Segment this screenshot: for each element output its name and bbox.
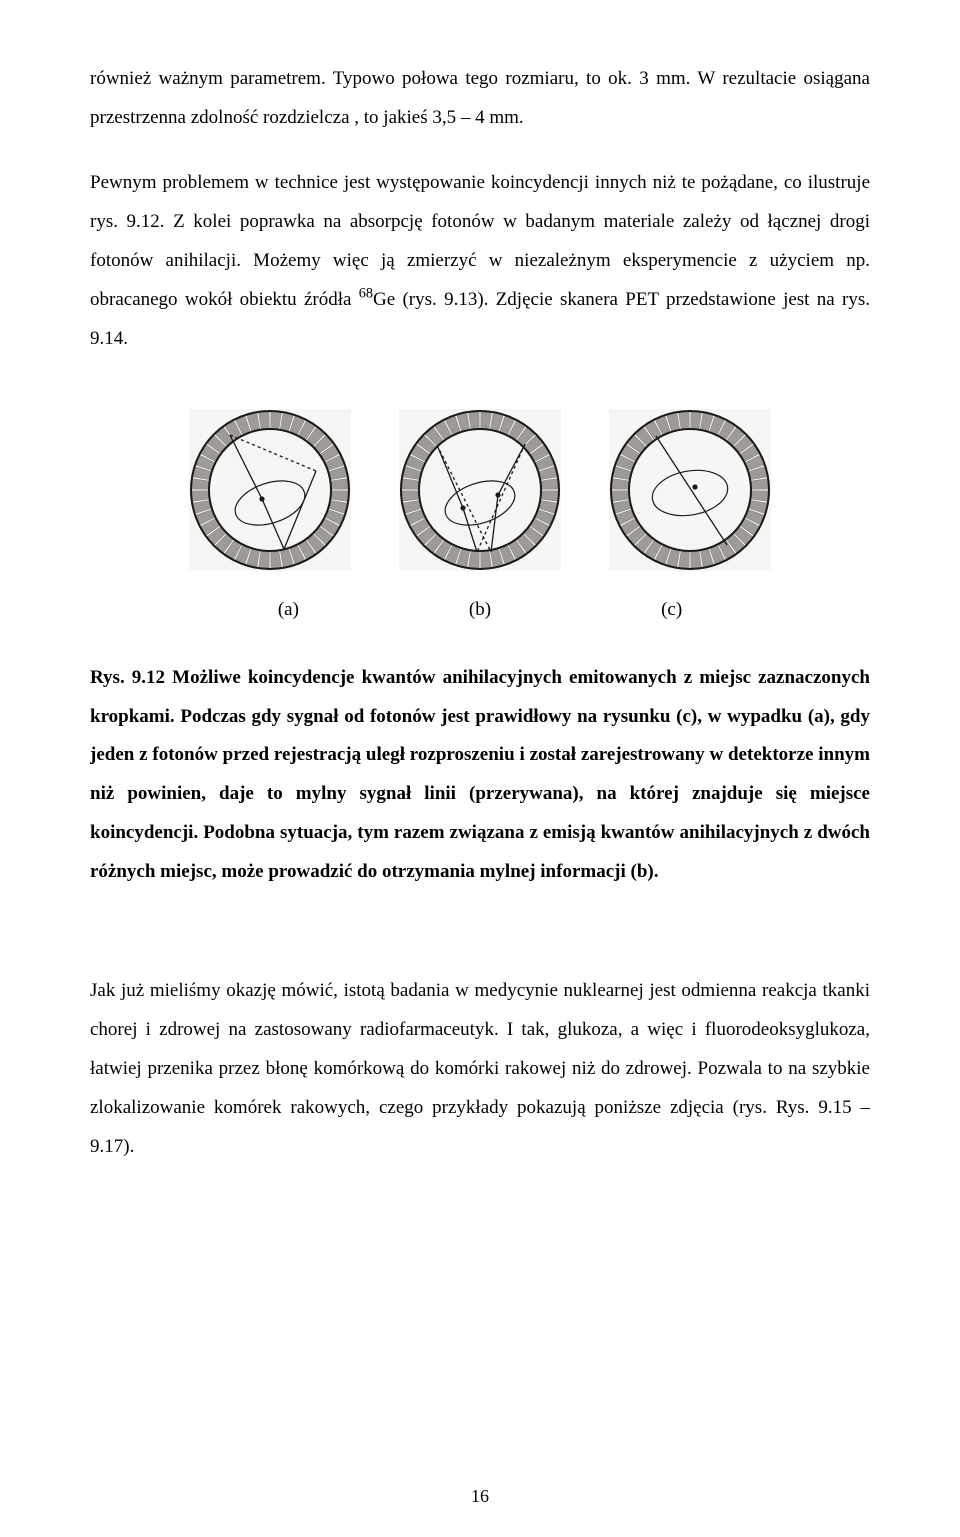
figure-label-b: (b) (469, 599, 491, 621)
figure-label-a: (a) (278, 599, 299, 621)
paragraph-3: Jak już mieliśmy okazję mówić, istotą ba… (90, 972, 870, 1167)
page-number: 16 (0, 1486, 960, 1507)
figure-panel-b (399, 409, 561, 571)
figure-labels: (a) (b) (c) (90, 599, 870, 621)
isotope-mass: 68 (359, 285, 373, 301)
isotope-symbol: Ge (373, 289, 395, 310)
figure-panel-c (609, 409, 771, 571)
paragraph-2: Pewnym problemem w technice jest występo… (90, 164, 870, 359)
detector-ring-a-icon (189, 409, 351, 571)
figure-caption: Rys. 9.12 Możliwe koincydencje kwantów a… (90, 659, 870, 893)
detector-ring-b-icon (399, 409, 561, 571)
detector-ring-c-icon (609, 409, 771, 571)
figure-panel-a (189, 409, 351, 571)
figure-label-c: (c) (661, 599, 682, 621)
page: również ważnym parametrem. Typowo połowa… (0, 0, 960, 1537)
paragraph-1: również ważnym parametrem. Typowo połowa… (90, 60, 870, 138)
figure-9-12 (90, 409, 870, 571)
